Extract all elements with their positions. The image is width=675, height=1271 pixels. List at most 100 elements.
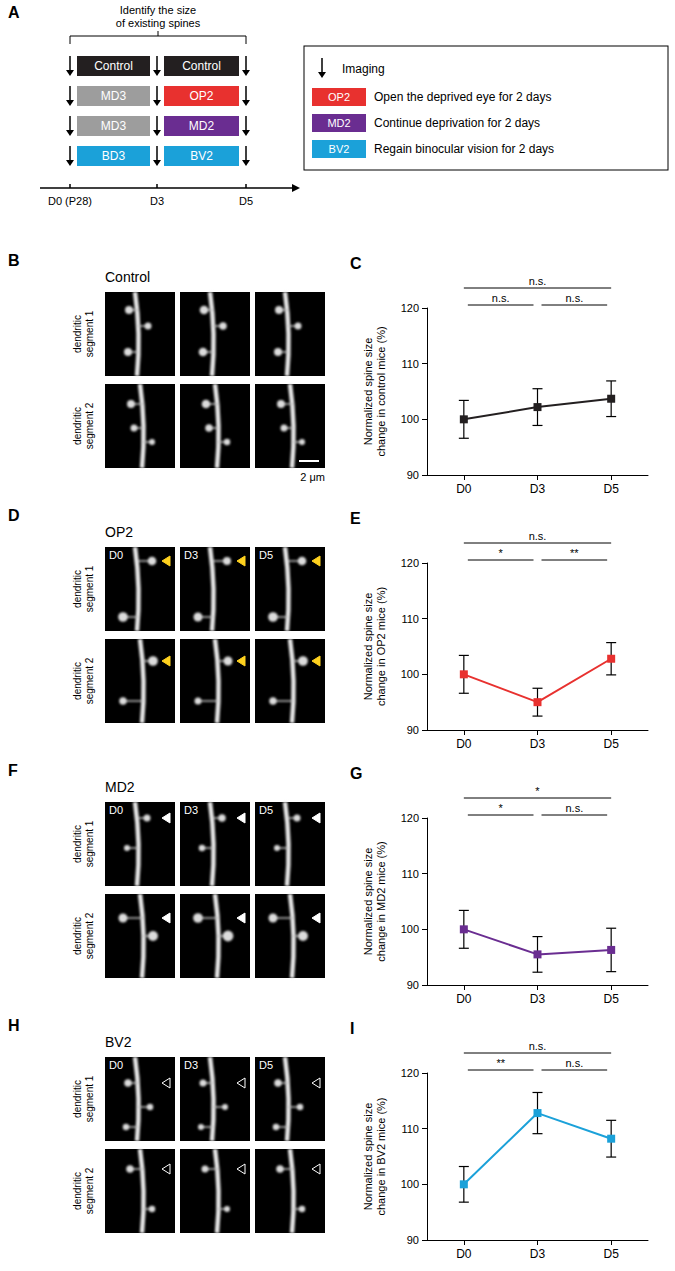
svg-text:segment 1: segment 1 <box>84 1075 95 1122</box>
svg-text:D3: D3 <box>530 482 546 496</box>
svg-text:Control: Control <box>105 269 150 285</box>
svg-text:dendritic: dendritic <box>72 662 83 700</box>
svg-text:segment 2: segment 2 <box>84 402 95 449</box>
svg-text:110: 110 <box>401 358 419 370</box>
svg-text:D: D <box>8 507 20 524</box>
svg-text:BV2: BV2 <box>190 149 213 163</box>
svg-text:Regain binocular vision for 2: Regain binocular vision for 2 days <box>374 142 554 156</box>
svg-text:segment 2: segment 2 <box>84 657 95 704</box>
svg-text:Normalized spine size: Normalized spine size <box>362 338 374 446</box>
svg-text:dendritic: dendritic <box>72 1080 83 1118</box>
svg-text:D0: D0 <box>456 737 472 751</box>
svg-text:D3: D3 <box>530 1247 546 1261</box>
svg-text:D5: D5 <box>239 195 253 207</box>
svg-text:90: 90 <box>407 979 419 991</box>
svg-text:D0: D0 <box>109 549 123 561</box>
svg-text:dendritic: dendritic <box>72 407 83 445</box>
svg-text:OP2: OP2 <box>189 89 213 103</box>
svg-text:MD3: MD3 <box>101 119 127 133</box>
svg-text:*: * <box>535 785 540 797</box>
svg-text:Open the deprived eye for 2 da: Open the deprived eye for 2 days <box>374 90 551 104</box>
svg-text:D0: D0 <box>109 804 123 816</box>
svg-text:Normalized spine size: Normalized spine size <box>362 848 374 956</box>
svg-text:D0: D0 <box>109 1059 123 1071</box>
svg-text:100: 100 <box>401 1178 419 1190</box>
svg-text:dendritic: dendritic <box>72 825 83 863</box>
svg-text:MD3: MD3 <box>101 89 127 103</box>
svg-text:dendritic: dendritic <box>72 315 83 353</box>
svg-text:Continue deprivation for 2 day: Continue deprivation for 2 days <box>374 116 540 130</box>
svg-text:100: 100 <box>401 668 419 680</box>
svg-text:change in BV2 mice (%): change in BV2 mice (%) <box>375 1098 387 1216</box>
svg-text:D3: D3 <box>184 1059 198 1071</box>
svg-text:MD2: MD2 <box>189 119 215 133</box>
svg-text:120: 120 <box>401 1067 419 1079</box>
svg-text:change in MD2 mice (%): change in MD2 mice (%) <box>375 841 387 961</box>
svg-text:MD2: MD2 <box>327 117 350 129</box>
svg-text:110: 110 <box>401 868 419 880</box>
svg-text:segment 1: segment 1 <box>84 565 95 612</box>
svg-text:D3: D3 <box>150 195 164 207</box>
svg-text:D5: D5 <box>259 549 273 561</box>
svg-text:dendritic: dendritic <box>72 1172 83 1210</box>
svg-text:120: 120 <box>401 557 419 569</box>
svg-text:n.s.: n.s. <box>529 1040 547 1052</box>
svg-text:**: ** <box>570 547 579 559</box>
svg-text:n.s.: n.s. <box>529 530 547 542</box>
svg-text:BD3: BD3 <box>102 149 126 163</box>
svg-text:segment 1: segment 1 <box>84 820 95 867</box>
svg-text:D3: D3 <box>184 804 198 816</box>
svg-text:D5: D5 <box>259 1059 273 1071</box>
svg-text:change in control mice (%): change in control mice (%) <box>375 326 387 456</box>
svg-text:120: 120 <box>401 302 419 314</box>
svg-text:90: 90 <box>407 469 419 481</box>
svg-text:D3: D3 <box>184 549 198 561</box>
svg-text:OP2: OP2 <box>105 524 133 540</box>
svg-text:B: B <box>8 252 20 269</box>
svg-text:D5: D5 <box>603 482 619 496</box>
svg-text:D0: D0 <box>456 992 472 1006</box>
svg-text:D5: D5 <box>259 804 273 816</box>
svg-text:D5: D5 <box>603 737 619 751</box>
svg-text:D5: D5 <box>603 992 619 1006</box>
svg-text:of existing spines: of existing spines <box>116 17 201 29</box>
svg-text:n.s.: n.s. <box>492 292 510 304</box>
svg-text:D0: D0 <box>456 482 472 496</box>
svg-text:110: 110 <box>401 613 419 625</box>
svg-text:D0: D0 <box>456 1247 472 1261</box>
svg-text:OP2: OP2 <box>328 91 350 103</box>
svg-text:D0 (P28): D0 (P28) <box>48 195 92 207</box>
svg-text:*: * <box>499 547 504 559</box>
svg-text:Normalized spine size: Normalized spine size <box>362 1103 374 1211</box>
svg-text:90: 90 <box>407 1234 419 1246</box>
svg-text:D3: D3 <box>530 992 546 1006</box>
svg-text:dendritic: dendritic <box>72 917 83 955</box>
svg-text:segment 2: segment 2 <box>84 1167 95 1214</box>
svg-text:n.s.: n.s. <box>565 802 583 814</box>
svg-text:dendritic: dendritic <box>72 570 83 608</box>
svg-text:E: E <box>350 510 361 527</box>
svg-text:segment 1: segment 1 <box>84 310 95 357</box>
svg-text:*: * <box>499 802 504 814</box>
svg-text:D5: D5 <box>603 1247 619 1261</box>
svg-text:Imaging: Imaging <box>342 62 385 76</box>
svg-text:D3: D3 <box>530 737 546 751</box>
svg-text:F: F <box>8 762 18 779</box>
svg-text:Control: Control <box>182 59 221 73</box>
svg-text:2 μm: 2 μm <box>300 471 325 483</box>
svg-text:n.s.: n.s. <box>565 1057 583 1069</box>
svg-text:100: 100 <box>401 413 419 425</box>
svg-text:n.s.: n.s. <box>529 275 547 287</box>
svg-text:segment 2: segment 2 <box>84 912 95 959</box>
svg-text:BV2: BV2 <box>329 143 350 155</box>
svg-text:C: C <box>350 255 362 272</box>
svg-text:G: G <box>350 765 362 782</box>
svg-text:Control: Control <box>94 59 133 73</box>
svg-text:Normalized spine size: Normalized spine size <box>362 593 374 701</box>
svg-text:H: H <box>8 1017 20 1034</box>
svg-text:110: 110 <box>401 1123 419 1135</box>
svg-text:100: 100 <box>401 923 419 935</box>
svg-text:change in OP2 mice (%): change in OP2 mice (%) <box>375 587 387 706</box>
svg-text:n.s.: n.s. <box>565 292 583 304</box>
svg-text:BV2: BV2 <box>105 1034 132 1050</box>
